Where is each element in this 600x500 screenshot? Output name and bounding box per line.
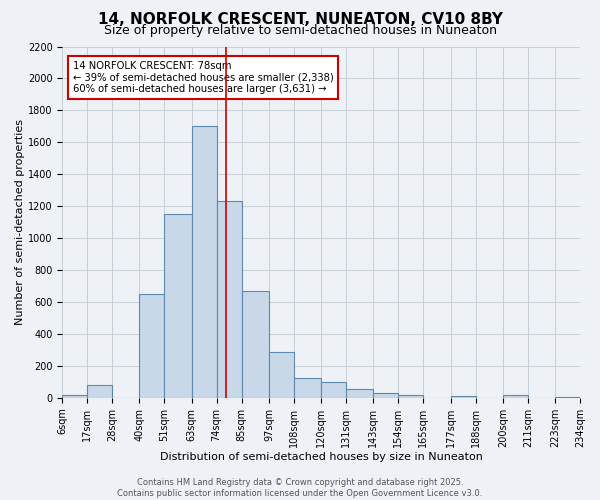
Bar: [503, 396, 528, 398]
Bar: [164, 214, 191, 398]
Bar: [555, 397, 580, 398]
Bar: [139, 294, 164, 398]
Bar: [87, 385, 112, 398]
Bar: [269, 352, 294, 398]
Bar: [191, 126, 217, 398]
Text: 14 NORFOLK CRESCENT: 78sqm
← 39% of semi-detached houses are smaller (2,338)
60%: 14 NORFOLK CRESCENT: 78sqm ← 39% of semi…: [73, 60, 334, 94]
Bar: [398, 396, 424, 398]
Text: 14, NORFOLK CRESCENT, NUNEATON, CV10 8BY: 14, NORFOLK CRESCENT, NUNEATON, CV10 8BY: [97, 12, 503, 28]
Bar: [62, 394, 87, 398]
Bar: [217, 202, 242, 398]
Bar: [346, 389, 373, 398]
Bar: [373, 393, 398, 398]
Bar: [321, 382, 346, 398]
Text: Size of property relative to semi-detached houses in Nuneaton: Size of property relative to semi-detach…: [104, 24, 497, 37]
Y-axis label: Number of semi-detached properties: Number of semi-detached properties: [15, 119, 25, 325]
Bar: [451, 396, 476, 398]
X-axis label: Distribution of semi-detached houses by size in Nuneaton: Distribution of semi-detached houses by …: [160, 452, 482, 462]
Bar: [242, 291, 269, 398]
Bar: [294, 378, 321, 398]
Text: Contains HM Land Registry data © Crown copyright and database right 2025.
Contai: Contains HM Land Registry data © Crown c…: [118, 478, 482, 498]
